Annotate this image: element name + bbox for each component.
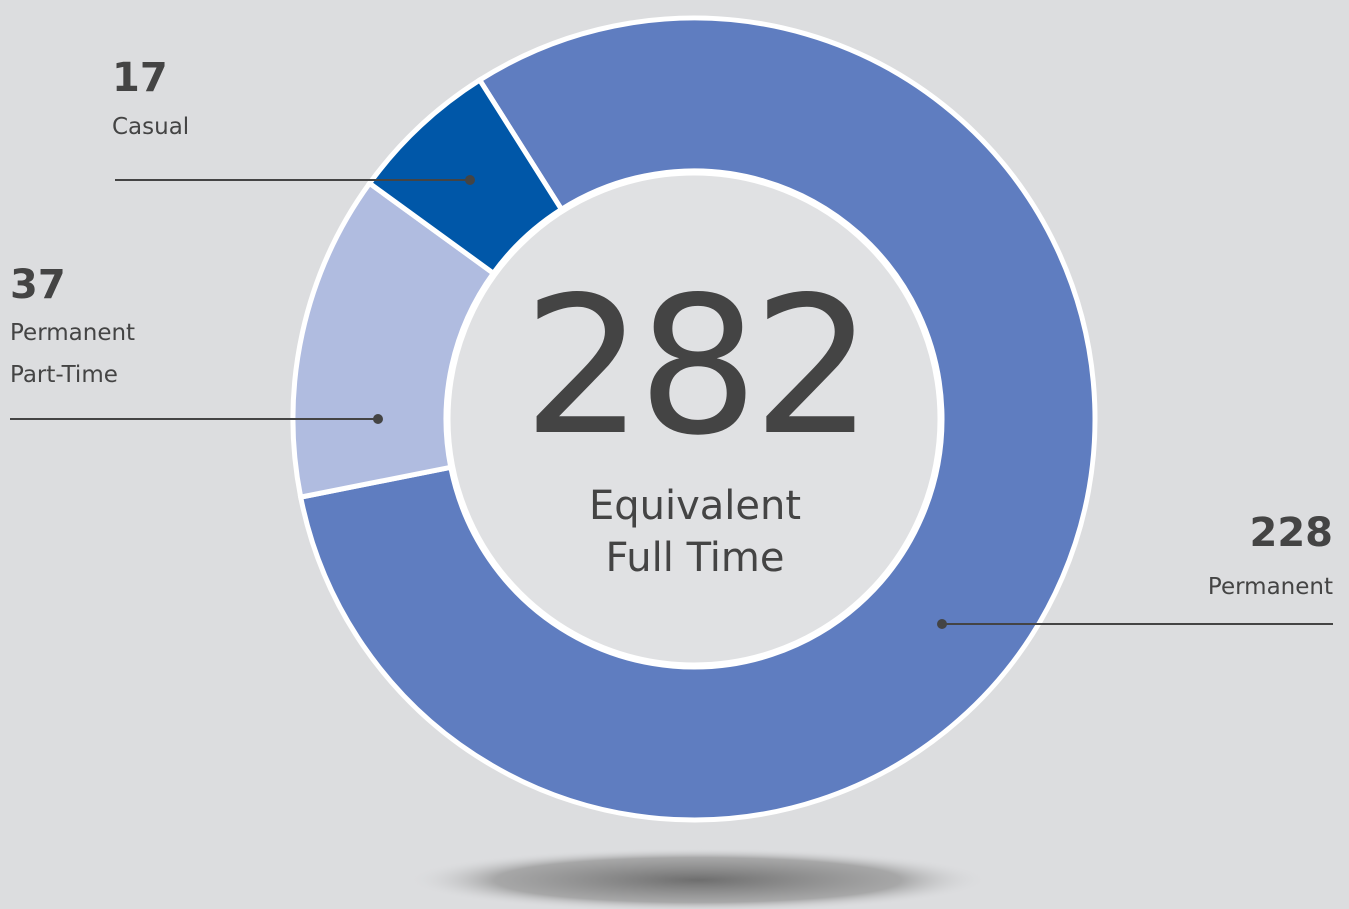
leader-dot bbox=[373, 414, 383, 424]
value-label: 37 bbox=[10, 262, 66, 308]
leader-dot bbox=[465, 175, 475, 185]
center-label: Equivalent Full Time bbox=[588, 483, 802, 581]
center-circle bbox=[445, 170, 943, 668]
value-label: 17 bbox=[112, 55, 168, 101]
shadow bbox=[408, 848, 988, 909]
center-value: 282 bbox=[522, 256, 874, 477]
category-label: Casual bbox=[112, 114, 190, 140]
value-label: 228 bbox=[1249, 510, 1334, 556]
leader-dot bbox=[937, 619, 947, 629]
category-label: Permanent bbox=[1207, 574, 1333, 600]
category-label: Permanent Part-Time bbox=[10, 320, 136, 388]
